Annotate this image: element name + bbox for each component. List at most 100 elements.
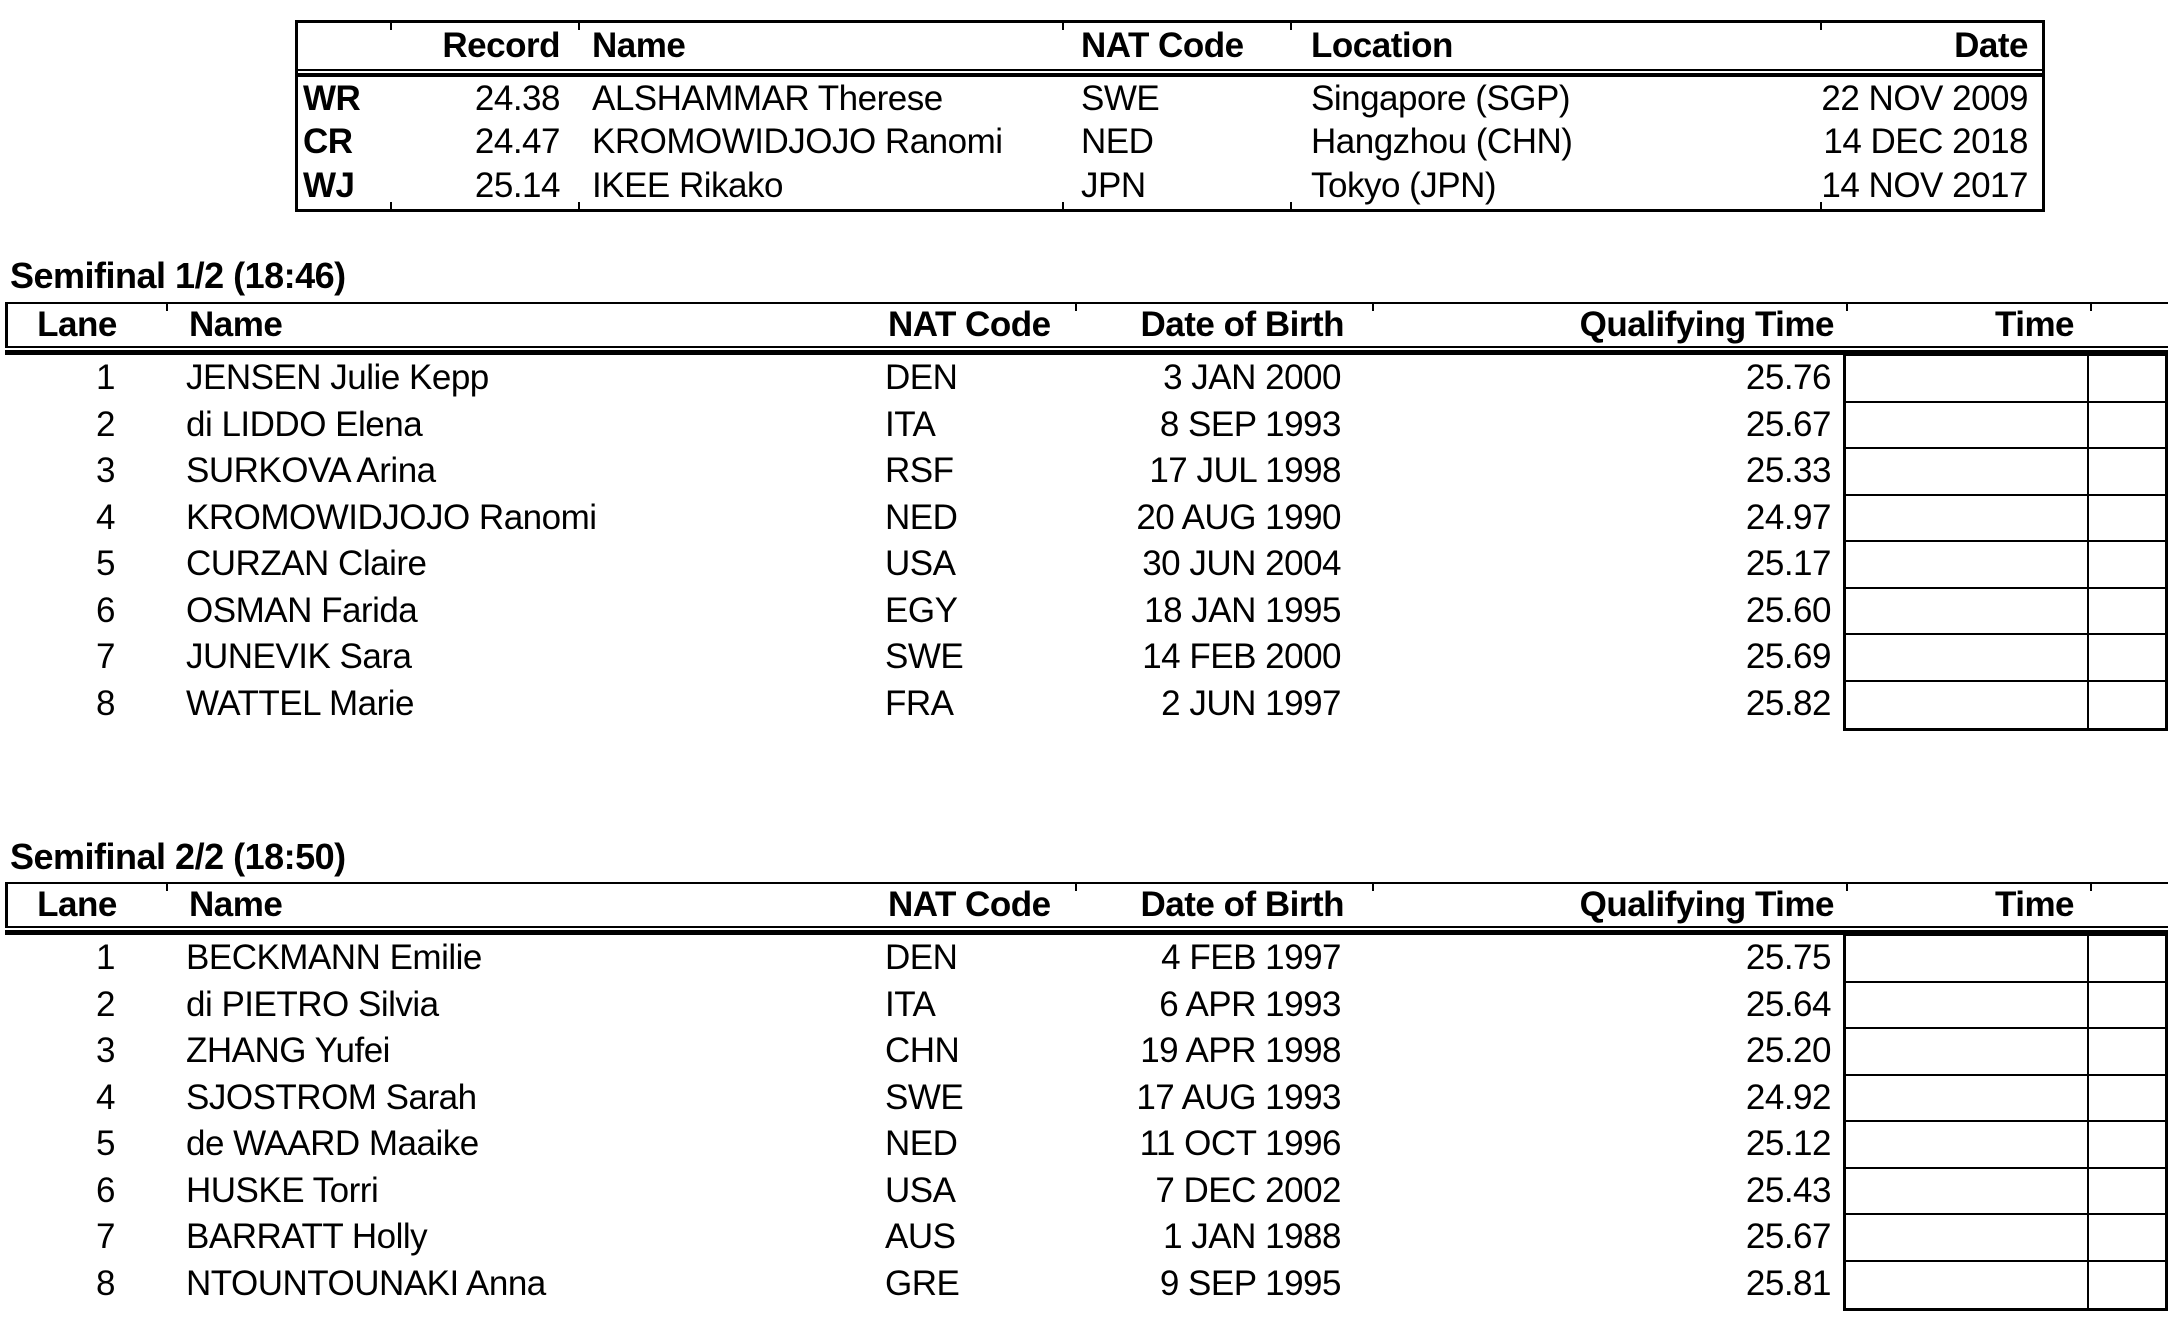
table-row: 3 ZHANG Yufei CHN 19 APR 1998 25.20 bbox=[5, 1028, 2168, 1075]
date-of-birth: 20 AUG 1990 bbox=[1136, 497, 1341, 537]
table-row: 6 OSMAN Farida EGY 18 JAN 1995 25.60 bbox=[5, 588, 2168, 635]
record-time: 24.47 bbox=[474, 122, 561, 162]
record-nat-code: NED bbox=[1081, 122, 1154, 162]
lane-number: 4 bbox=[96, 1077, 115, 1117]
swimmer-name: WATTEL Marie bbox=[186, 683, 415, 723]
heat-header-rule bbox=[5, 926, 2168, 935]
date-of-birth: 4 FEB 1997 bbox=[1161, 938, 1341, 978]
heat-header-date-of-birth: Date of Birth bbox=[1140, 305, 1345, 344]
lane-number: 5 bbox=[96, 1124, 115, 1164]
date-of-birth: 19 APR 1998 bbox=[1140, 1031, 1341, 1071]
qualifying-time: 24.92 bbox=[1745, 1077, 1832, 1117]
record-holder-name: IKEE Rikako bbox=[592, 165, 783, 205]
qualifying-time: 25.60 bbox=[1745, 590, 1832, 630]
time-cell bbox=[1846, 936, 2165, 983]
column-tick bbox=[1290, 23, 1292, 30]
column-tick bbox=[1075, 304, 1077, 311]
semifinal-2-title: Semifinal 2/2 (18:50) bbox=[10, 836, 346, 877]
records-header-rule bbox=[298, 69, 2042, 77]
nat-code: USA bbox=[885, 544, 956, 584]
qualifying-time: 25.69 bbox=[1745, 637, 1832, 677]
table-row: 7 BARRATT Holly AUS 1 JAN 1988 25.67 bbox=[5, 1214, 2168, 1261]
lane-number: 2 bbox=[96, 984, 115, 1024]
qualifying-time: 25.20 bbox=[1745, 1031, 1832, 1071]
table-row: 1 BECKMANN Emilie DEN 4 FEB 1997 25.75 bbox=[5, 935, 2168, 982]
date-of-birth: 7 DEC 2002 bbox=[1155, 1170, 1341, 1210]
swimmer-name: JUNEVIK Sara bbox=[186, 637, 412, 677]
record-location: Tokyo (JPN) bbox=[1311, 165, 1497, 205]
record-type-label: WJ bbox=[303, 165, 355, 205]
qualifying-time: 25.76 bbox=[1745, 358, 1832, 398]
column-tick bbox=[166, 304, 168, 311]
date-of-birth: 17 JUL 1998 bbox=[1149, 451, 1341, 491]
swimmer-name: SJOSTROM Sarah bbox=[186, 1077, 477, 1117]
semifinal-2-table: Lane Name NAT Code Date of Birth Qualify… bbox=[5, 882, 2168, 1311]
time-cell bbox=[1846, 682, 2165, 729]
lane-number: 7 bbox=[96, 1217, 115, 1257]
table-row: 5 CURZAN Claire USA 30 JUN 2004 25.17 bbox=[5, 541, 2168, 588]
swimmer-name: di PIETRO Silvia bbox=[186, 984, 439, 1024]
record-nat-code: SWE bbox=[1081, 78, 1160, 118]
table-row: 2 di LIDDO Elena ITA 8 SEP 1993 25.67 bbox=[5, 402, 2168, 449]
swimmer-name: BARRATT Holly bbox=[186, 1217, 428, 1257]
swimmer-name: OSMAN Farida bbox=[186, 590, 418, 630]
column-tick bbox=[390, 23, 392, 30]
column-tick bbox=[1075, 884, 1077, 891]
qualifying-time: 25.64 bbox=[1745, 984, 1832, 1024]
records-header-nat-code: NAT Code bbox=[1081, 26, 1244, 65]
column-tick bbox=[166, 884, 168, 891]
records-table: Record Name NAT Code Location Date WR 24.… bbox=[295, 20, 2045, 212]
lane-number: 7 bbox=[96, 637, 115, 677]
heat-header-name: Name bbox=[189, 885, 283, 924]
column-tick bbox=[578, 202, 580, 209]
heat-header-time: Time bbox=[1994, 305, 2075, 344]
time-cell bbox=[1846, 403, 2165, 449]
nat-code: NED bbox=[885, 1124, 958, 1164]
swimmer-name: HUSKE Torri bbox=[186, 1170, 379, 1210]
heat-header-name: Name bbox=[189, 305, 283, 344]
time-cell bbox=[1846, 1262, 2165, 1309]
column-tick bbox=[1372, 304, 1374, 311]
record-nat-code: JPN bbox=[1081, 165, 1146, 205]
heat-header-rule bbox=[5, 346, 2168, 355]
lane-number: 8 bbox=[96, 1263, 115, 1303]
record-time: 25.14 bbox=[474, 165, 561, 205]
swimmer-name: de WAARD Maaike bbox=[186, 1124, 479, 1164]
record-type-label: WR bbox=[303, 78, 361, 118]
heat-header-lane: Lane bbox=[37, 885, 117, 924]
date-of-birth: 3 JAN 2000 bbox=[1163, 358, 1341, 398]
record-date: 22 NOV 2009 bbox=[1821, 78, 2028, 118]
time-cell bbox=[1846, 1029, 2165, 1076]
column-tick bbox=[1846, 884, 1848, 891]
qualifying-time: 25.75 bbox=[1745, 938, 1832, 978]
date-of-birth: 30 JUN 2004 bbox=[1142, 544, 1341, 584]
date-of-birth: 14 FEB 2000 bbox=[1142, 637, 1341, 677]
swimmer-name: ZHANG Yufei bbox=[186, 1031, 390, 1071]
record-location: Singapore (SGP) bbox=[1311, 78, 1571, 118]
column-tick bbox=[1820, 23, 1822, 30]
nat-code: SWE bbox=[885, 637, 964, 677]
heat-header-time: Time bbox=[1994, 885, 2075, 924]
lane-number: 5 bbox=[96, 544, 115, 584]
qualifying-time: 25.82 bbox=[1745, 683, 1832, 723]
date-of-birth: 11 OCT 1996 bbox=[1139, 1124, 1342, 1164]
lane-number: 3 bbox=[96, 451, 115, 491]
nat-code: AUS bbox=[885, 1217, 956, 1257]
swimmer-name: SURKOVA Arina bbox=[186, 451, 436, 491]
column-tick bbox=[1062, 202, 1064, 209]
heat-header-nat-code: NAT Code bbox=[888, 305, 1051, 344]
table-row: 3 SURKOVA Arina RSF 17 JUL 1998 25.33 bbox=[5, 448, 2168, 495]
time-cell bbox=[1846, 449, 2165, 496]
lane-number: 6 bbox=[96, 590, 115, 630]
nat-code: DEN bbox=[885, 358, 958, 398]
lane-number: 3 bbox=[96, 1031, 115, 1071]
date-of-birth: 9 SEP 1995 bbox=[1159, 1263, 1342, 1303]
qualifying-time: 25.12 bbox=[1745, 1124, 1832, 1164]
lane-number: 6 bbox=[96, 1170, 115, 1210]
table-row: 8 NTOUNTOUNAKI Anna GRE 9 SEP 1995 25.81 bbox=[5, 1261, 2168, 1308]
time-cell bbox=[1846, 1169, 2165, 1215]
lane-number: 4 bbox=[96, 497, 115, 537]
table-row: 5 de WAARD Maaike NED 11 OCT 1996 25.12 bbox=[5, 1121, 2168, 1168]
qualifying-time: 25.17 bbox=[1745, 544, 1832, 584]
